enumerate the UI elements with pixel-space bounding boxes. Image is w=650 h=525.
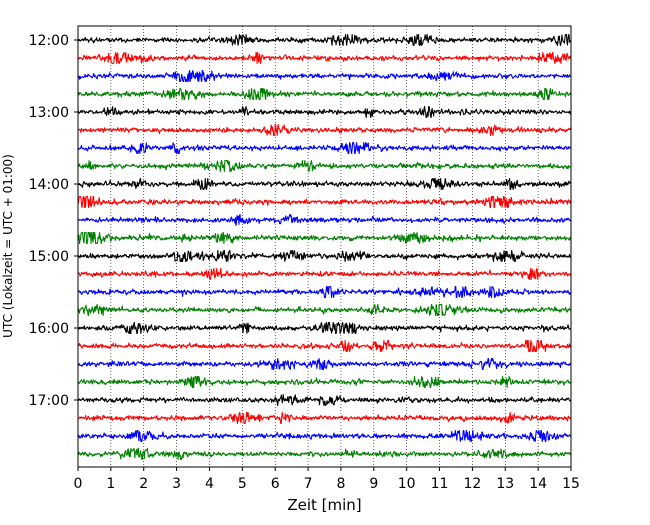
- seismogram-trace: [77, 141, 572, 155]
- seismogram-trace: [77, 321, 572, 335]
- seismogram-trace: [77, 375, 572, 389]
- seismogram-trace: [77, 393, 572, 407]
- x-tick-label: 7: [304, 476, 313, 492]
- x-tick-label: 6: [271, 476, 280, 492]
- x-axis-ticks: 0 1 2 3 4 5 6 7 8 9 10 11 12 13 14 15: [74, 467, 580, 492]
- seismogram-trace: [77, 33, 572, 47]
- y-axis-label: UTC (Lokalzeit = UTC + 01:00): [1, 154, 15, 338]
- plot-frame: [77, 25, 572, 468]
- seismogram-trace: [77, 285, 572, 299]
- seismogram-trace: [77, 195, 572, 209]
- x-tick-label: 3: [172, 476, 181, 492]
- seismogram-trace: [77, 339, 572, 353]
- y-tick-label: 13:00: [29, 105, 69, 121]
- seismogram-trace: [77, 51, 572, 65]
- seismogram-trace: [77, 105, 572, 119]
- seismogram-trace: [77, 123, 572, 137]
- x-tick-label: 13: [496, 476, 514, 492]
- x-tick-label: 5: [238, 476, 247, 492]
- seismogram-trace: [77, 177, 572, 191]
- seismogram-trace: [77, 411, 572, 425]
- seismogram-trace: [77, 87, 572, 101]
- seismogram-trace: [77, 357, 572, 371]
- y-tick-label: 14:00: [29, 177, 69, 193]
- y-tick-label: 17:00: [29, 393, 69, 409]
- seismogram-trace: [77, 69, 572, 83]
- x-tick-label: 14: [529, 476, 547, 492]
- y-tick-label: 12:00: [29, 33, 69, 49]
- x-tick-label: 0: [74, 476, 83, 492]
- seismogram-trace: [77, 159, 572, 173]
- x-tick-label: 15: [562, 476, 580, 492]
- seismogram-trace: [77, 267, 572, 281]
- trace-group: [77, 33, 572, 461]
- seismogram-trace: [77, 213, 572, 227]
- x-tick-label: 11: [431, 476, 449, 492]
- y-tick-label: 15:00: [29, 249, 69, 265]
- seismogram-trace: [77, 429, 572, 443]
- x-tick-label: 12: [463, 476, 481, 492]
- seismogram-trace: [77, 249, 572, 263]
- x-axis-label: Zeit [min]: [287, 496, 361, 514]
- seismogram-trace: [77, 447, 572, 461]
- x-tick-label: 4: [205, 476, 214, 492]
- x-tick-label: 2: [139, 476, 148, 492]
- x-tick-label: 10: [398, 476, 416, 492]
- seismogram-trace: [77, 303, 572, 317]
- x-tick-label: 9: [369, 476, 378, 492]
- y-tick-label: 16:00: [29, 321, 69, 337]
- y-axis-ticks: 12:00 13:00 14:00 15:00 16:00 17:00: [29, 33, 78, 409]
- x-tick-label: 8: [336, 476, 345, 492]
- x-tick-label: 1: [106, 476, 115, 492]
- seismogram-trace: [77, 231, 572, 245]
